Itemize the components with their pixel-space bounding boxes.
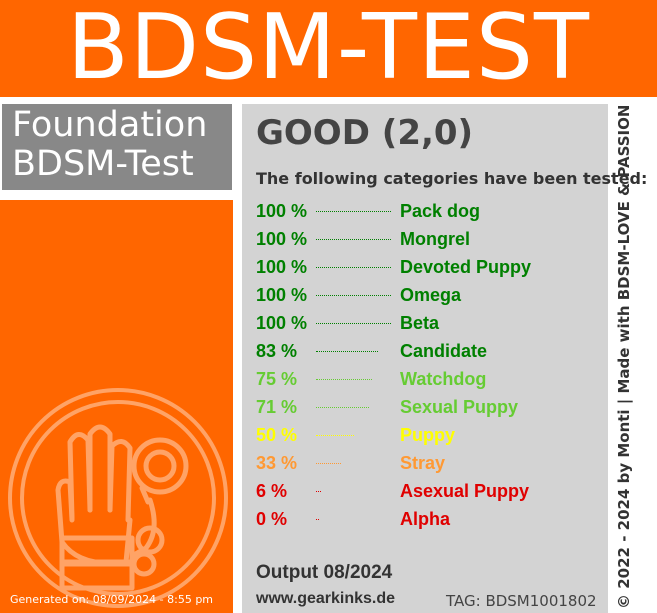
- category-row: 100 % Omega: [256, 283, 606, 307]
- category-row: 33 % Stray: [256, 451, 606, 475]
- category-name: Watchdog: [400, 369, 487, 389]
- category-score-line: [316, 435, 354, 436]
- category-score-line: [316, 519, 319, 520]
- category-row: 71 % Sexual Puppy: [256, 395, 606, 419]
- foundation-title: Foundation: [12, 105, 208, 145]
- generated-timestamp: Generated on: 08/09/2024 - 8:55 pm: [10, 593, 214, 606]
- banner-title: BDSM-TEST: [67, 0, 590, 100]
- result-panel: [242, 104, 608, 613]
- category-percent: 83 %: [256, 341, 298, 361]
- category-score-line: [316, 463, 341, 464]
- bound-hand-cuff-icon: [8, 388, 228, 608]
- category-row: 100 % Pack dog: [256, 199, 606, 223]
- category-score-line: [316, 351, 378, 352]
- copyright-credit: © 2022 - 2024 by Monti | Made with BDSM-…: [615, 104, 633, 609]
- category-name: Alpha: [400, 509, 451, 529]
- category-name: Candidate: [400, 341, 488, 361]
- category-score-line: [316, 491, 321, 492]
- category-percent: 100 %: [256, 257, 308, 277]
- logo-panel: [0, 200, 233, 613]
- category-percent: 100 %: [256, 285, 308, 305]
- category-row: 0 % Alpha: [256, 507, 606, 531]
- category-name: Beta: [400, 313, 440, 333]
- category-percent: 0 %: [256, 509, 288, 529]
- foundation-box: Foundation BDSM-Test: [2, 104, 232, 190]
- category-name: Sexual Puppy: [400, 397, 519, 417]
- category-name: Omega: [400, 285, 462, 305]
- website-link[interactable]: www.gearkinks.de: [256, 590, 396, 607]
- category-row: 100 % Beta: [256, 311, 606, 335]
- category-name: Stray: [400, 453, 446, 473]
- output-version: Output 08/2024: [256, 562, 393, 583]
- grade-title: GOOD (2,0): [256, 113, 474, 153]
- category-percent: 100 %: [256, 313, 308, 333]
- category-row: 100 % Devoted Puppy: [256, 255, 606, 279]
- category-name: Puppy: [400, 425, 456, 445]
- category-percent: 50 %: [256, 425, 298, 445]
- category-score-line: [316, 267, 391, 268]
- category-name: Pack dog: [400, 201, 481, 221]
- categories-intro: The following categories have been teste…: [256, 169, 648, 188]
- header-banner: BDSM-TEST: [0, 0, 657, 100]
- category-score-line: [316, 295, 391, 296]
- category-percent: 6 %: [256, 481, 288, 501]
- category-score-line: [316, 379, 372, 380]
- category-percent: 100 %: [256, 201, 308, 221]
- category-row: 100 % Mongrel: [256, 227, 606, 251]
- category-name: Mongrel: [400, 229, 470, 249]
- category-name: Devoted Puppy: [400, 257, 532, 277]
- category-percent: 33 %: [256, 453, 298, 473]
- category-percent: 75 %: [256, 369, 298, 389]
- category-score-line: [316, 211, 391, 212]
- category-row: 50 % Puppy: [256, 423, 606, 447]
- category-row: 75 % Watchdog: [256, 367, 606, 391]
- category-row: 83 % Candidate: [256, 339, 606, 363]
- category-score-line: [316, 239, 391, 240]
- category-score-line: [316, 323, 391, 324]
- category-percent: 71 %: [256, 397, 298, 417]
- category-score-line: [316, 407, 369, 408]
- category-name: Asexual Puppy: [400, 481, 530, 501]
- category-row: 6 % Asexual Puppy: [256, 479, 606, 503]
- category-percent: 100 %: [256, 229, 308, 249]
- foundation-subtitle: BDSM-Test: [12, 144, 194, 184]
- test-tag: TAG: BDSM1001802: [446, 592, 597, 610]
